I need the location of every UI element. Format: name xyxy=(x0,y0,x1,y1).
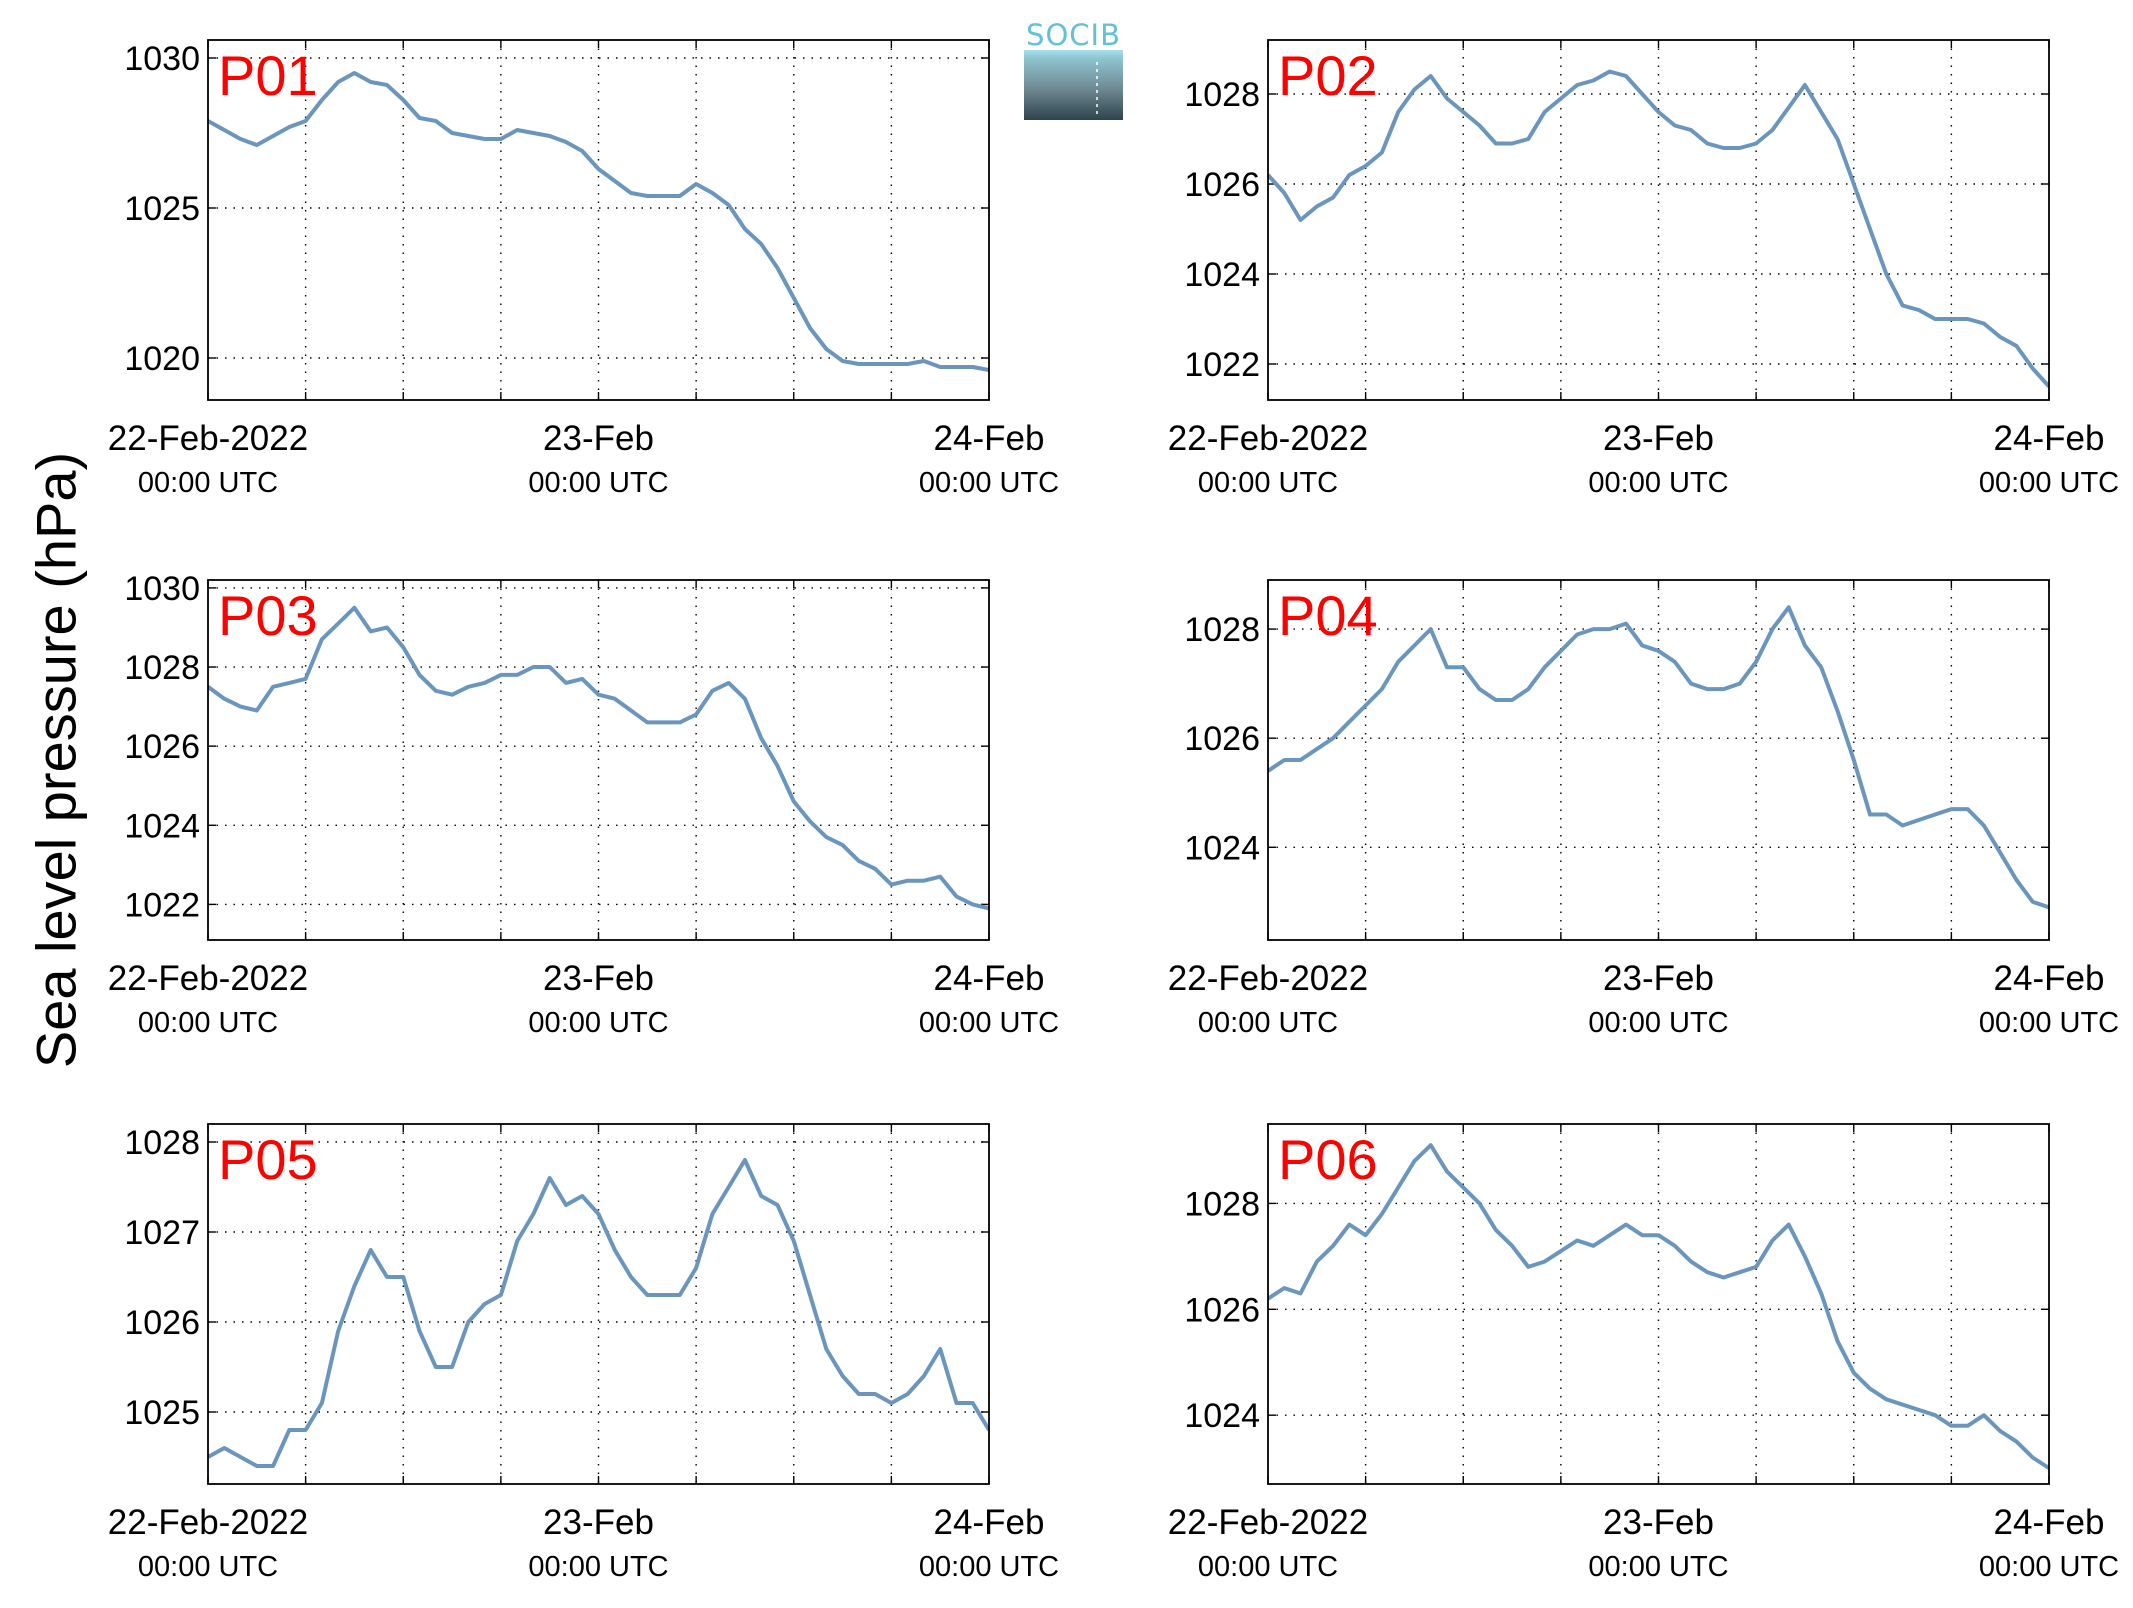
axes-frame xyxy=(207,39,990,401)
x-tick-label-time: 00:00 UTC xyxy=(1588,1551,1728,1583)
y-tick-label: 1022 xyxy=(124,886,200,924)
x-tick-label-time: 00:00 UTC xyxy=(919,1007,1059,1039)
x-tick-label-time: 00:00 UTC xyxy=(528,1007,668,1039)
x-tick-label-date: 22-Feb-2022 xyxy=(1168,1503,1368,1542)
socib-logo: SOCIB xyxy=(1024,20,1123,120)
series-line-p02 xyxy=(1268,69,2049,388)
y-tick-label: 1026 xyxy=(124,1304,200,1342)
panel-p05: 1025 1026 1027 1028 22-Feb-2022 00:00 UTC 23-F… xyxy=(108,1123,1059,1583)
panel-p01: 1020 1025 1030 22-Feb-2022 00:00 UTC 23-Feb 00… xyxy=(108,39,1059,499)
socib-logo-text: SOCIB xyxy=(1026,18,1121,52)
y-tick-label: 1022 xyxy=(1184,346,1260,384)
station-label: P02 xyxy=(1278,44,1378,107)
y-tick-label: 1028 xyxy=(124,1124,200,1162)
x-tick-label-date: 23-Feb xyxy=(1603,419,1714,458)
y-tick-label: 1020 xyxy=(124,340,200,378)
y-tick-label: 1028 xyxy=(1184,611,1260,649)
x-tick-label-date: 24-Feb xyxy=(934,419,1045,458)
x-tick-label-time: 00:00 UTC xyxy=(138,467,278,499)
y-tick-label: 1024 xyxy=(1184,1397,1260,1435)
x-tick-label-time: 00:00 UTC xyxy=(1588,467,1728,499)
y-tick-label: 1028 xyxy=(1184,76,1260,114)
x-tick-label-time: 00:00 UTC xyxy=(919,467,1059,499)
y-tick-label: 1025 xyxy=(124,1394,200,1432)
y-tick-label: 1030 xyxy=(124,570,200,608)
series-line-p04 xyxy=(1268,605,2049,910)
x-tick-label-time: 00:00 UTC xyxy=(138,1551,278,1583)
panel-p04: 1024 1026 1028 22-Feb-2022 00:00 UTC 23-Feb 00… xyxy=(1168,579,2119,1039)
x-tick-label-date: 23-Feb xyxy=(1603,959,1714,998)
station-label: P03 xyxy=(218,584,318,647)
panel-p02: 1022 1024 1026 1028 22-Feb-2022 00:00 UTC 23-F… xyxy=(1168,39,2119,499)
y-tick-label: 1026 xyxy=(1184,1291,1260,1329)
x-tick-label-date: 24-Feb xyxy=(1994,419,2105,458)
axes-frame xyxy=(1267,579,2050,941)
axes-frame xyxy=(1267,1123,2050,1485)
series-line-p05 xyxy=(208,1158,989,1468)
x-tick-label-time: 00:00 UTC xyxy=(528,1551,668,1583)
y-axis-title: Sea level pressure (hPa) xyxy=(24,451,88,1069)
x-tick-label-date: 22-Feb-2022 xyxy=(1168,959,1368,998)
y-tick-label: 1024 xyxy=(124,807,200,845)
series-line-p01 xyxy=(208,71,989,372)
x-tick-label-time: 00:00 UTC xyxy=(528,467,668,499)
x-tick-label-date: 24-Feb xyxy=(1994,1503,2105,1542)
y-tick-label: 1026 xyxy=(124,728,200,766)
x-tick-label-time: 00:00 UTC xyxy=(1979,1551,2119,1583)
y-tick-label: 1024 xyxy=(1184,256,1260,294)
x-tick-label-date: 22-Feb-2022 xyxy=(108,959,308,998)
y-tick-label: 1030 xyxy=(124,40,200,78)
y-tick-label: 1027 xyxy=(124,1214,200,1252)
y-tick-label: 1028 xyxy=(1184,1185,1260,1223)
x-tick-label-time: 00:00 UTC xyxy=(138,1007,278,1039)
x-tick-label-date: 24-Feb xyxy=(1994,959,2105,998)
y-tick-label: 1026 xyxy=(1184,166,1260,204)
x-tick-label-time: 00:00 UTC xyxy=(1979,1007,2119,1039)
x-tick-label-date: 23-Feb xyxy=(543,419,654,458)
y-tick-label: 1028 xyxy=(124,649,200,687)
station-label: P06 xyxy=(1278,1128,1378,1191)
axes-frame xyxy=(207,579,990,941)
x-tick-label-time: 00:00 UTC xyxy=(1198,1551,1338,1583)
socib-logo-graphic xyxy=(1024,50,1123,120)
x-tick-label-date: 22-Feb-2022 xyxy=(108,1503,308,1542)
station-label: P05 xyxy=(218,1128,318,1191)
x-tick-label-date: 23-Feb xyxy=(1603,1503,1714,1542)
x-tick-label-date: 24-Feb xyxy=(934,1503,1045,1542)
axes-frame xyxy=(207,1123,990,1485)
station-label: P01 xyxy=(218,44,318,107)
panel-p03: 1022 1024 1026 1028 1030 22-Feb-2022 00:00 UTC… xyxy=(108,570,1059,1039)
x-tick-label-date: 23-Feb xyxy=(543,1503,654,1542)
x-tick-label-date: 23-Feb xyxy=(543,959,654,998)
y-tick-label: 1026 xyxy=(1184,720,1260,758)
x-tick-label-time: 00:00 UTC xyxy=(1198,1007,1338,1039)
socib-logo-dots xyxy=(1096,62,1098,118)
series-line-p06 xyxy=(1268,1143,2049,1470)
axes-frame xyxy=(1267,39,2050,401)
x-tick-label-time: 00:00 UTC xyxy=(1979,467,2119,499)
x-tick-label-date: 24-Feb xyxy=(934,959,1045,998)
x-tick-label-time: 00:00 UTC xyxy=(1198,467,1338,499)
panel-p06: 1024 1026 1028 22-Feb-2022 00:00 UTC 23-Feb 00… xyxy=(1168,1123,2119,1583)
x-tick-label-time: 00:00 UTC xyxy=(919,1551,1059,1583)
x-tick-label-time: 00:00 UTC xyxy=(1588,1007,1728,1039)
series-line-p03 xyxy=(208,605,989,911)
station-label: P04 xyxy=(1278,584,1378,647)
x-tick-label-date: 22-Feb-2022 xyxy=(1168,419,1368,458)
y-tick-label: 1025 xyxy=(124,190,200,228)
x-tick-label-date: 22-Feb-2022 xyxy=(108,419,308,458)
y-tick-label: 1024 xyxy=(1184,829,1260,867)
